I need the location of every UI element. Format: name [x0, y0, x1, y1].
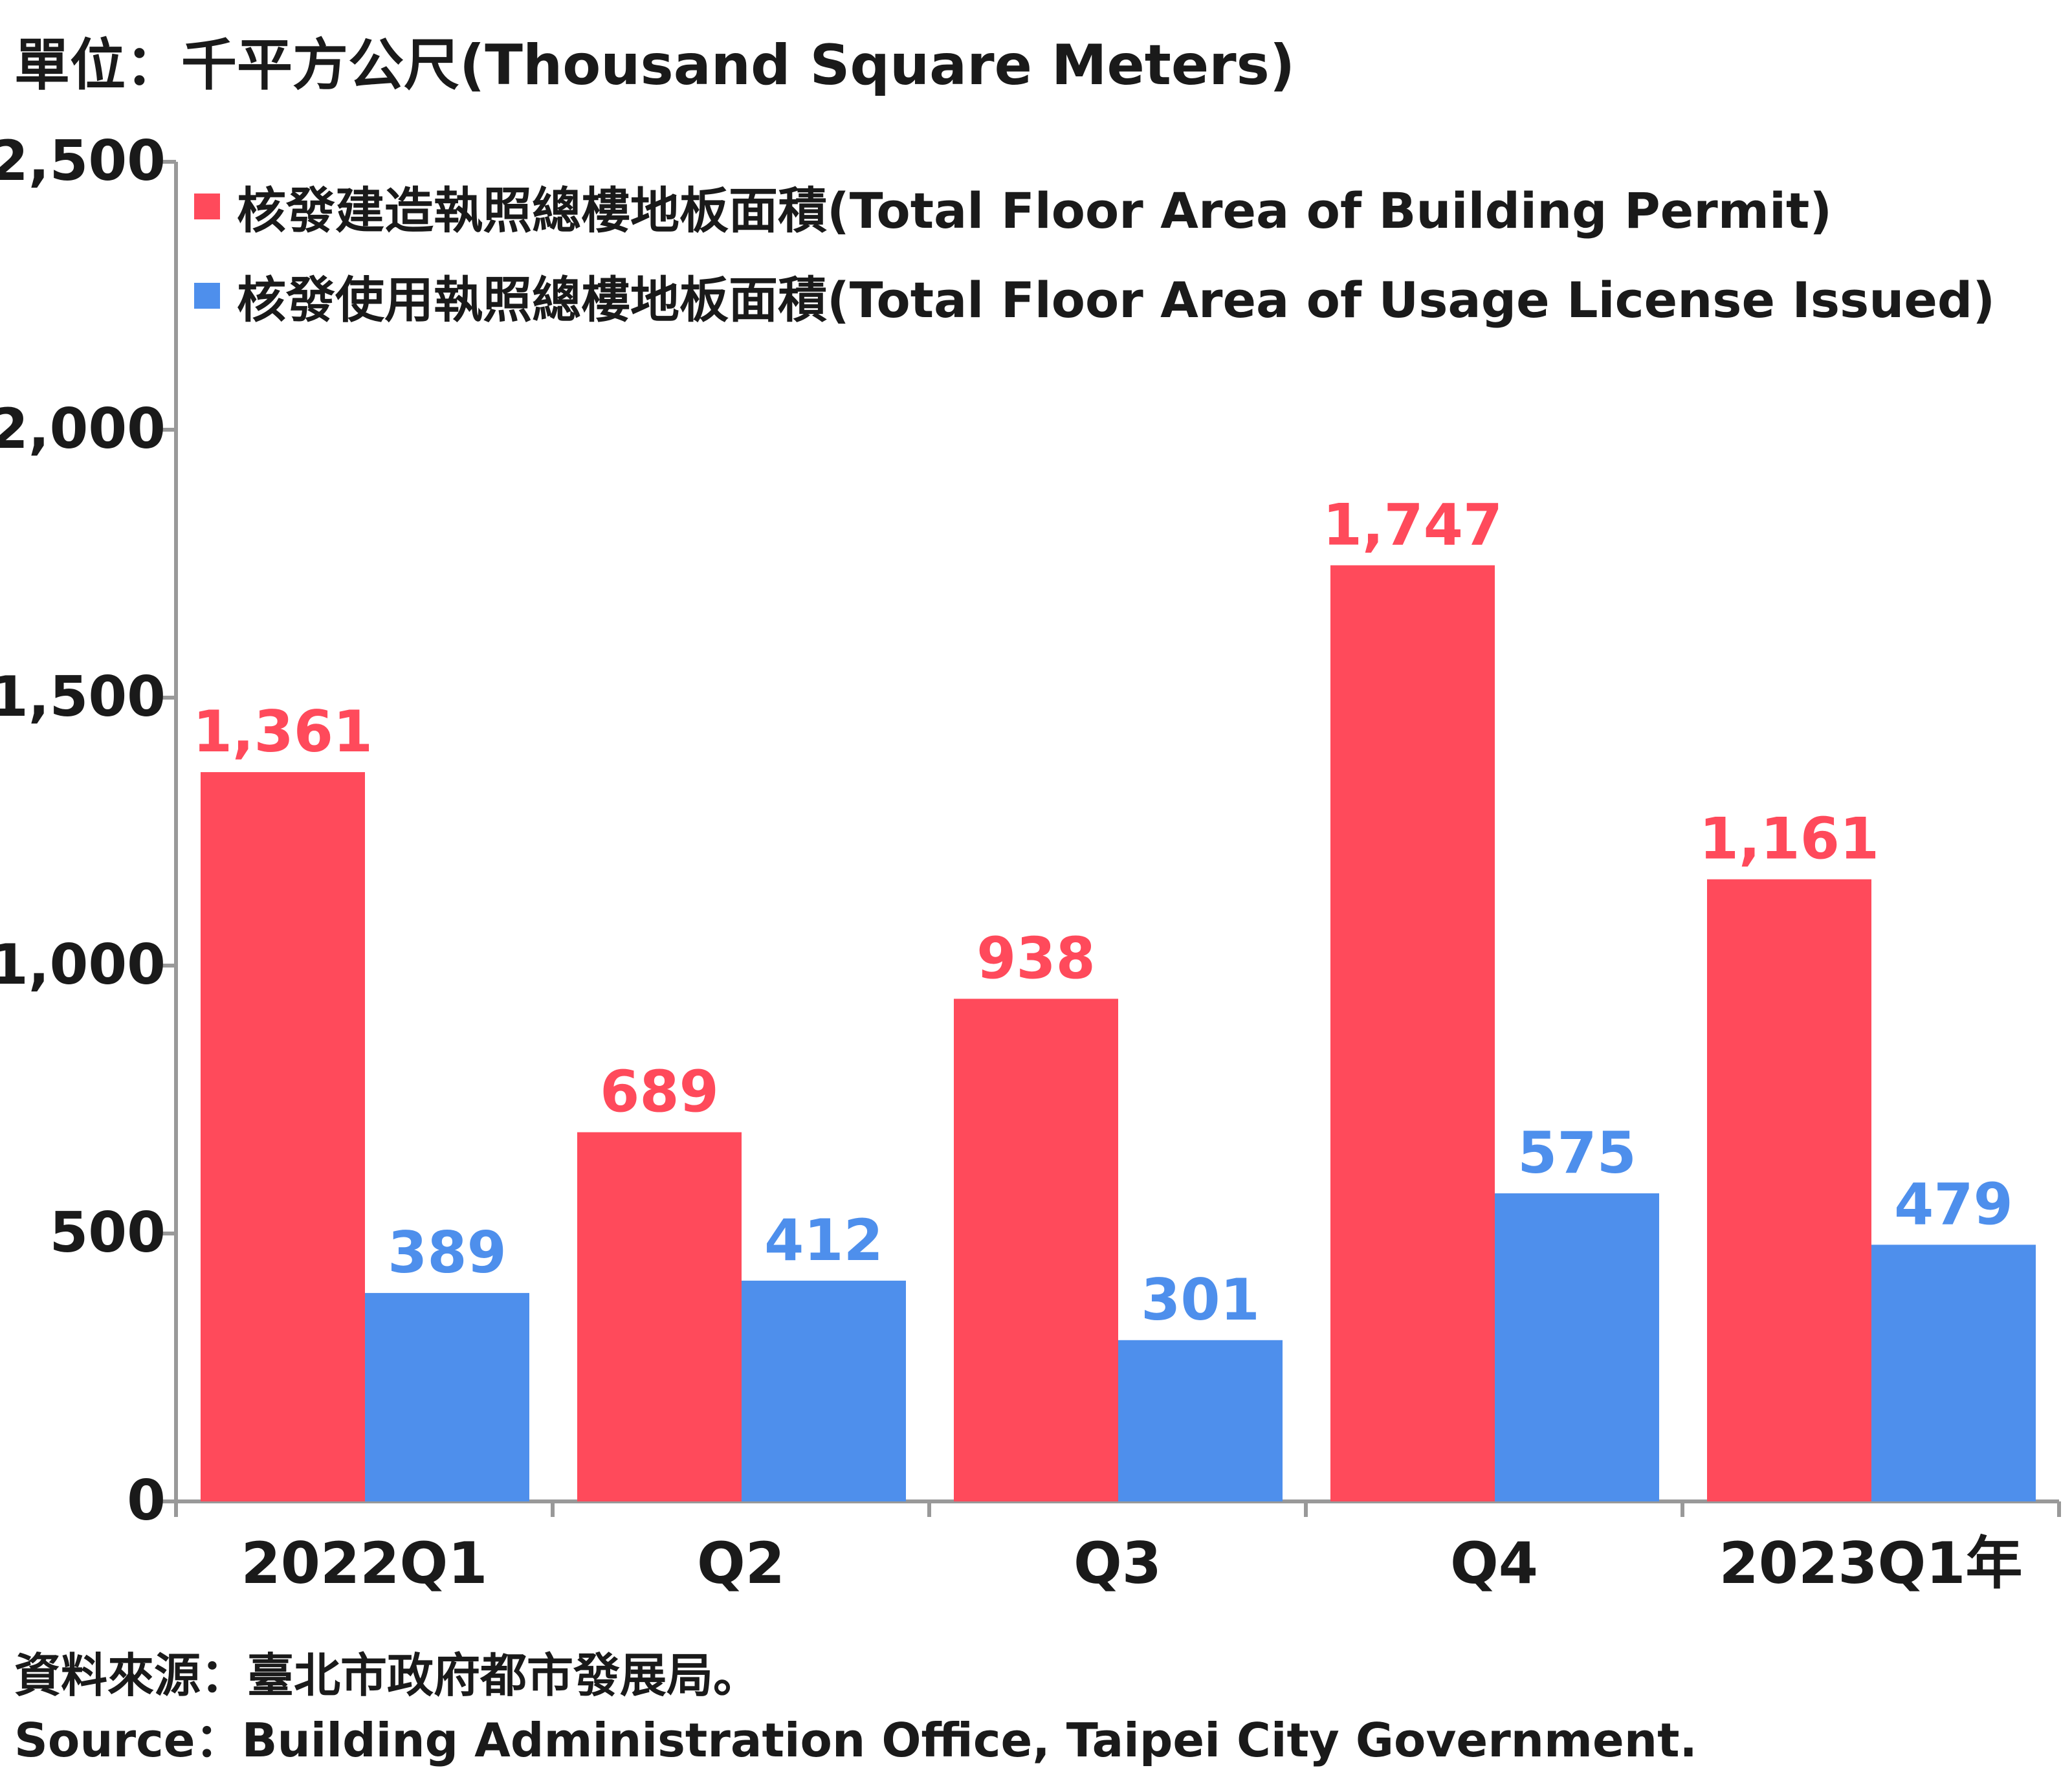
y-tick-label: 1,500: [0, 665, 166, 729]
bar-building-permit: [1707, 879, 1871, 1501]
legend-item-usage-license: 核發使用執照總樓地板面積(Total Floor Area of Usage L…: [194, 251, 1995, 340]
bar-usage-license: [1495, 1193, 1659, 1501]
source-note-en: Source：Building Administration Office, T…: [14, 1713, 1697, 1767]
legend-label-building-permit: 核發建造執照總樓地板面積(Total Floor Area of Buildin…: [237, 182, 1833, 239]
bar-building-permit: [1330, 565, 1495, 1501]
unit-label: 單位：千平方公尺(Thousand Square Meters): [14, 33, 1295, 98]
y-tick-label: 2,500: [0, 129, 166, 194]
x-tick-label: Q3: [1074, 1530, 1162, 1597]
bar-usage-license: [742, 1280, 906, 1501]
legend-item-building-permit: 核發建造執照總樓地板面積(Total Floor Area of Buildin…: [194, 162, 1995, 251]
bar-building-permit: [201, 772, 365, 1501]
legend: 核發建造執照總樓地板面積(Total Floor Area of Buildin…: [194, 162, 1995, 340]
x-tick-label: 2022Q1: [241, 1530, 488, 1597]
data-label-building-permit: 1,361: [193, 698, 373, 765]
data-label-usage-license: 479: [1894, 1171, 2013, 1237]
y-tick-label: 500: [49, 1200, 166, 1265]
bar-building-permit: [954, 999, 1118, 1501]
data-label-building-permit: 689: [600, 1059, 719, 1125]
x-tick-label: Q2: [697, 1530, 785, 1597]
bar-usage-license: [1871, 1245, 2036, 1501]
data-label-building-permit: 938: [976, 925, 1096, 991]
legend-label-usage-license: 核發使用執照總樓地板面積(Total Floor Area of Usage L…: [237, 271, 1996, 329]
data-label-building-permit: 1,161: [1699, 806, 1879, 872]
data-label-usage-license: 301: [1141, 1267, 1260, 1333]
bar-usage-license: [1118, 1340, 1283, 1501]
data-label-usage-license: 389: [388, 1219, 507, 1286]
x-tick-label: 2023Q1年: [1719, 1530, 2023, 1597]
bar-usage-license: [365, 1292, 529, 1501]
y-tick-label: 1,000: [0, 933, 166, 997]
y-tick-label: 2,000: [0, 397, 166, 461]
data-label-usage-license: 575: [1517, 1120, 1637, 1186]
x-tick-label: Q4: [1450, 1530, 1538, 1597]
data-label-usage-license: 412: [764, 1207, 883, 1274]
legend-swatch-usage-license: [194, 283, 220, 309]
legend-swatch-building-permit: [194, 194, 220, 219]
y-tick-label: 0: [127, 1468, 166, 1533]
bar-building-permit: [577, 1132, 742, 1501]
data-label-building-permit: 1,747: [1323, 491, 1503, 558]
source-note-zh: 資料來源：臺北市政府都市發展局。: [14, 1648, 760, 1703]
